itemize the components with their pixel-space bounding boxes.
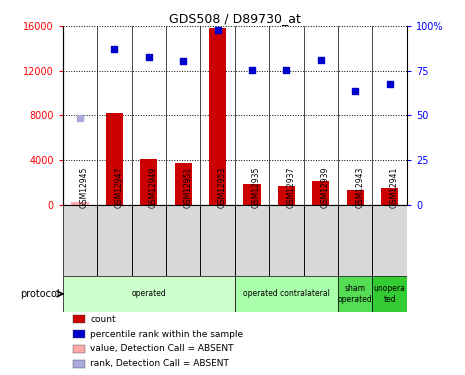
Bar [278,186,295,205]
Text: GSM12943: GSM12943 [355,167,364,208]
Bar [97,205,132,276]
Bar [166,205,200,276]
Point [317,57,325,63]
Bar [73,345,85,353]
Bar [346,190,364,205]
Text: percentile rank within the sample: percentile rank within the sample [90,330,244,339]
Text: unopera
ted: unopera ted [374,284,405,304]
Point [248,67,256,73]
Bar [73,360,85,368]
Bar [73,315,85,323]
Text: value, Detection Call = ABSENT: value, Detection Call = ABSENT [90,345,234,354]
Bar [372,276,407,312]
Text: operated: operated [132,290,166,298]
Bar [73,330,85,338]
Bar [304,205,338,276]
Text: operated contralateral: operated contralateral [243,290,330,298]
Point [283,67,290,73]
Bar [209,28,226,205]
Point [214,27,221,33]
Bar [200,205,235,276]
Bar [235,276,338,312]
Bar [235,205,269,276]
Bar [63,205,97,276]
Bar [63,276,235,312]
Text: GSM12945: GSM12945 [80,167,89,208]
Point [111,45,118,51]
Bar [174,164,192,205]
Point [76,115,84,121]
Text: GSM12937: GSM12937 [286,167,295,208]
Text: count: count [90,315,116,324]
Text: sham
operated: sham operated [338,284,372,304]
Bar [338,276,372,312]
Bar [269,205,304,276]
Bar [140,159,157,205]
Title: GDS508 / D89730_at: GDS508 / D89730_at [169,12,301,25]
Bar [72,202,88,205]
Text: rank, Detection Call = ABSENT: rank, Detection Call = ABSENT [90,359,229,368]
Point [386,81,393,87]
Point [145,54,153,60]
Bar [381,188,398,205]
Text: GSM12939: GSM12939 [321,167,330,208]
Text: GSM12935: GSM12935 [252,167,261,208]
Text: protocol: protocol [20,289,60,299]
Text: GSM12941: GSM12941 [390,167,399,208]
Bar [106,113,123,205]
Bar [132,205,166,276]
Point [179,58,187,64]
Point [352,88,359,94]
Bar [312,181,329,205]
Text: GSM12953: GSM12953 [218,167,226,208]
Text: GSM12951: GSM12951 [183,167,192,208]
Bar [372,205,407,276]
Text: GSM12949: GSM12949 [149,167,158,208]
Text: GSM12947: GSM12947 [114,167,123,208]
Bar [244,183,260,205]
Bar [338,205,372,276]
